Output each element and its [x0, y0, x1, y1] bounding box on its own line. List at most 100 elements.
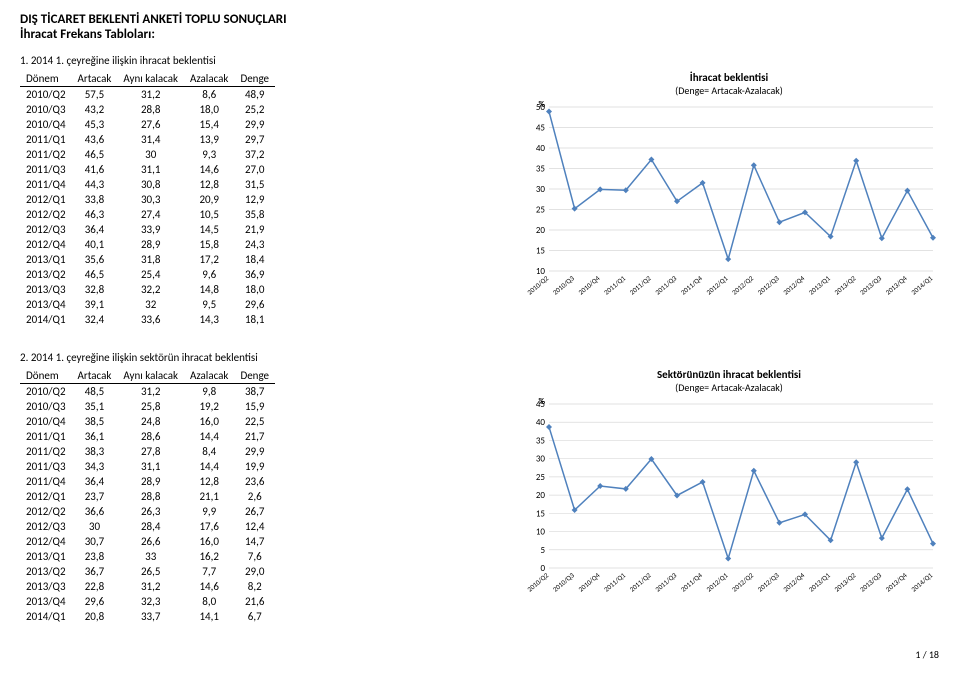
table-row: 2010/Q445,327,615,429,9 [20, 117, 275, 132]
table-row: 2011/Q143,631,413,929,7 [20, 132, 275, 147]
table-header: Artacak [72, 368, 118, 384]
table-cell: 15,4 [184, 117, 234, 132]
table-header: Azalacak [184, 71, 234, 87]
table-cell: 31,8 [117, 252, 184, 267]
table-cell: 13,9 [184, 132, 234, 147]
table-cell: 2013/Q3 [20, 282, 72, 297]
table-cell: 31,5 [234, 177, 275, 192]
table-cell: 43,6 [72, 132, 118, 147]
table-cell: 26,5 [117, 564, 184, 579]
table-cell: 2013/Q3 [20, 579, 72, 594]
table-cell: 2011/Q2 [20, 147, 72, 162]
table-row: 2012/Q133,830,320,912,9 [20, 192, 275, 207]
table-row: 2011/Q341,631,114,627,0 [20, 162, 275, 177]
table-row: 2012/Q33028,417,612,4 [20, 519, 275, 534]
table-cell: 15,8 [184, 237, 234, 252]
table-row: 2010/Q257,531,28,648,9 [20, 87, 275, 103]
table-cell: 30,3 [117, 192, 184, 207]
section1-block: DönemArtacakAynı kalacakAzalacakDenge201… [20, 71, 939, 327]
table-cell: 6,7 [234, 609, 275, 624]
section1-chart-wrap: İhracat beklentisi (Denge= Artacak-Azala… [519, 71, 939, 311]
table-cell: 9,9 [184, 504, 234, 519]
table-row: 2011/Q436,428,912,823,6 [20, 474, 275, 489]
table-cell: 14,3 [184, 312, 234, 327]
table-cell: 2,6 [234, 489, 275, 504]
table-cell: 2013/Q4 [20, 594, 72, 609]
table-cell: 19,9 [234, 459, 275, 474]
table-cell: 28,6 [117, 429, 184, 444]
table-cell: 17,2 [184, 252, 234, 267]
table-cell: 7,7 [184, 564, 234, 579]
table-cell: 27,6 [117, 117, 184, 132]
table-cell: 26,3 [117, 504, 184, 519]
table-cell: 32,4 [72, 312, 118, 327]
table-cell: 2014/Q1 [20, 312, 72, 327]
table-row: 2012/Q246,327,410,535,8 [20, 207, 275, 222]
table-cell: 25,4 [117, 267, 184, 282]
table-row: 2011/Q238,327,88,429,9 [20, 444, 275, 459]
section1-chart-svg: 101520253035404550%2010/Q22010/Q32010/Q4… [519, 101, 939, 311]
table-cell: 2011/Q4 [20, 177, 72, 192]
table-row: 2013/Q332,832,214,818,0 [20, 282, 275, 297]
table-row: 2010/Q248,531,29,838,7 [20, 384, 275, 400]
table-cell: 19,2 [184, 399, 234, 414]
table-cell: 9,5 [184, 297, 234, 312]
table-cell: 33,6 [117, 312, 184, 327]
table-cell: 30 [72, 519, 118, 534]
table-cell: 32,2 [117, 282, 184, 297]
section2-chart-wrap: Sektörünüzün ihracat beklentisi (Denge= … [519, 368, 939, 608]
table-row: 2013/Q439,1329,529,6 [20, 297, 275, 312]
section1-chart-subtitle: (Denge= Artacak-Azalacak) [519, 84, 939, 97]
table-cell: 2011/Q2 [20, 444, 72, 459]
table-cell: 14,6 [184, 162, 234, 177]
table-row: 2013/Q246,525,49,636,9 [20, 267, 275, 282]
ytick-label: 20 [536, 225, 546, 236]
table-cell: 33,7 [117, 609, 184, 624]
ytick-label: 25 [536, 472, 546, 483]
table-cell: 36,7 [72, 564, 118, 579]
table-cell: 10,5 [184, 207, 234, 222]
section1-title: 1. 2014 1. çeyreğine ilişkin ihracat bek… [20, 54, 939, 67]
ytick-label: 40 [536, 143, 546, 154]
table-cell: 2012/Q3 [20, 222, 72, 237]
table-cell: 48,9 [234, 87, 275, 103]
ytick-label: 15 [536, 246, 546, 257]
table-row: 2012/Q336,433,914,521,9 [20, 222, 275, 237]
section1-chart-title: İhracat beklentisi [519, 71, 939, 84]
table-cell: 12,4 [234, 519, 275, 534]
table-row: 2013/Q322,831,214,68,2 [20, 579, 275, 594]
table-row: 2012/Q123,728,821,12,6 [20, 489, 275, 504]
table-row: 2010/Q335,125,819,215,9 [20, 399, 275, 414]
table-cell: 9,3 [184, 147, 234, 162]
table-cell: 28,9 [117, 237, 184, 252]
table-cell: 32 [117, 297, 184, 312]
table-header: Artacak [72, 71, 118, 87]
table-cell: 36,4 [72, 222, 118, 237]
table-cell: 16,0 [184, 534, 234, 549]
table-cell: 2011/Q4 [20, 474, 72, 489]
table-cell: 9,6 [184, 267, 234, 282]
table-cell: 15,9 [234, 399, 275, 414]
table-row: 2012/Q440,128,915,824,3 [20, 237, 275, 252]
ytick-label: 15 [536, 508, 546, 519]
table-row: 2010/Q343,228,818,025,2 [20, 102, 275, 117]
table-cell: 23,6 [234, 474, 275, 489]
table-cell: 2011/Q3 [20, 459, 72, 474]
table-cell: 28,9 [117, 474, 184, 489]
table-cell: 31,2 [117, 87, 184, 103]
table-cell: 46,3 [72, 207, 118, 222]
table-header: Aynı kalacak [117, 368, 184, 384]
section1-table: DönemArtacakAynı kalacakAzalacakDenge201… [20, 71, 275, 327]
table-cell: 46,5 [72, 147, 118, 162]
table-row: 2012/Q430,726,616,014,7 [20, 534, 275, 549]
table-cell: 21,7 [234, 429, 275, 444]
table-cell: 2012/Q1 [20, 192, 72, 207]
table-cell: 12,9 [234, 192, 275, 207]
table-cell: 33,8 [72, 192, 118, 207]
table-cell: 14,4 [184, 429, 234, 444]
table-cell: 2010/Q2 [20, 384, 72, 400]
table-cell: 29,6 [72, 594, 118, 609]
table-cell: 35,1 [72, 399, 118, 414]
table-row: 2010/Q438,524,816,022,5 [20, 414, 275, 429]
table-cell: 8,4 [184, 444, 234, 459]
